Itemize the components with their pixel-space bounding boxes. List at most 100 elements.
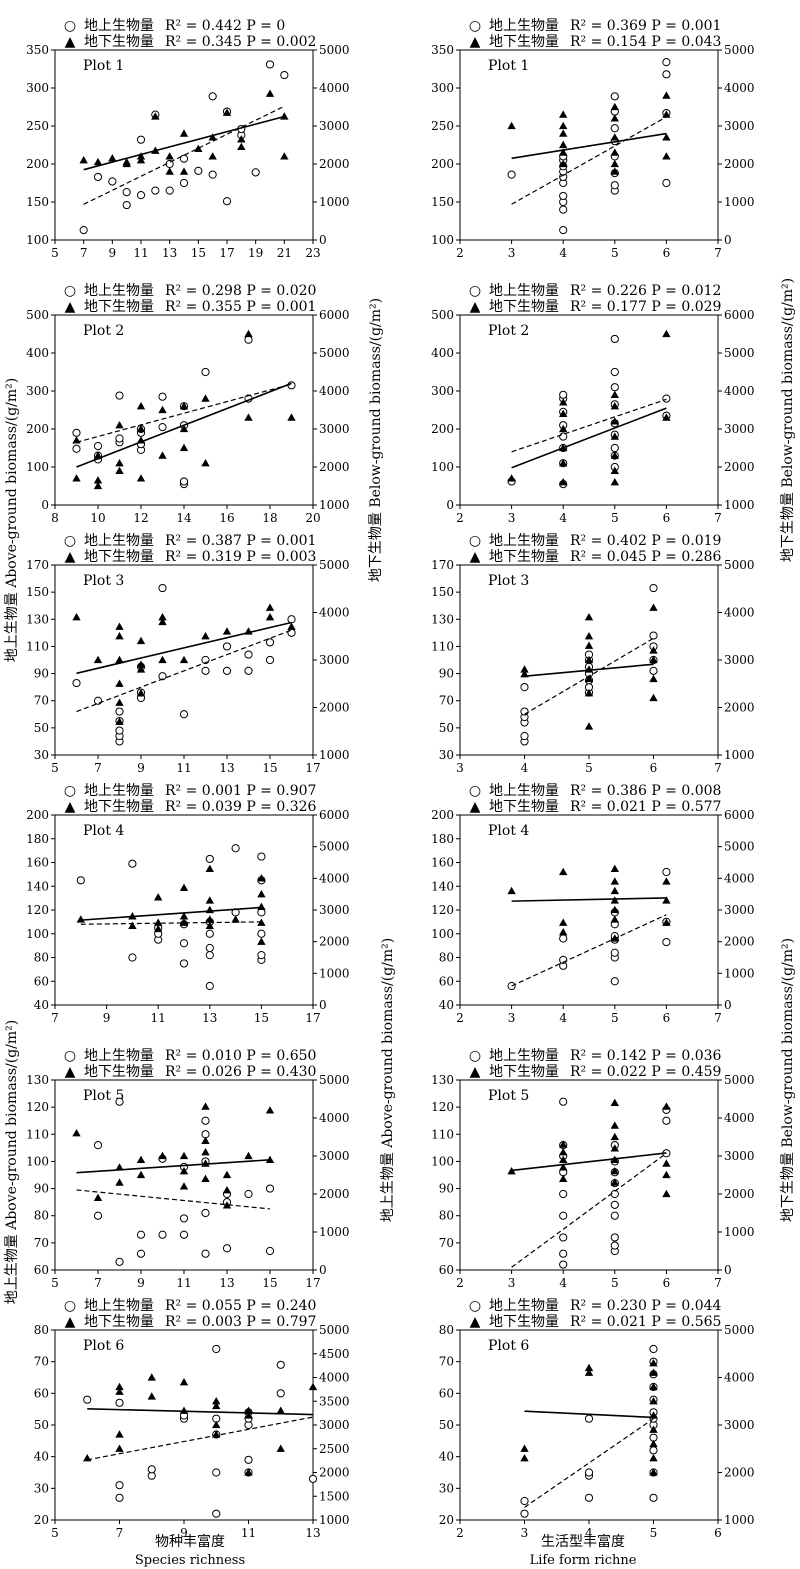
data-point-triangle: [136, 474, 146, 482]
data-point-circle: [205, 951, 214, 960]
legend-stats: R² = 0.003 P = 0.797: [165, 1314, 316, 1330]
data-point-triangle: [584, 641, 594, 649]
legend-stats: R² = 0.355 P = 0.001: [165, 299, 316, 315]
data-point-triangle: [72, 1129, 81, 1137]
data-point-triangle: [201, 1136, 210, 1144]
data-point-triangle: [559, 1163, 568, 1171]
data-point-triangle: [76, 915, 85, 923]
data-point-circle: [559, 1211, 568, 1220]
data-point-circle: [308, 1474, 318, 1483]
data-point-triangle: [93, 481, 103, 490]
data-point-triangle: [559, 1155, 568, 1163]
data-point-circle: [147, 1465, 156, 1474]
data-point-circle: [201, 1249, 210, 1258]
data-point-circle: [76, 876, 85, 885]
legend-marker-triangle: ▲: [65, 299, 76, 315]
x-tick-label: 7: [116, 1526, 124, 1540]
data-point-circle: [559, 191, 568, 201]
series-below: [83, 1373, 318, 1476]
data-point-triangle: [507, 886, 516, 895]
data-point-triangle: [559, 159, 568, 168]
left-axis-title-lower: 地上生物量 Above-ground biomass/(g/m²): [4, 1020, 20, 1304]
y-tick-label: 200: [431, 157, 454, 171]
x-tick-label: 11: [176, 761, 191, 775]
y-tick-label: 40: [439, 998, 454, 1012]
series-below: [76, 864, 266, 945]
data-point-triangle: [662, 110, 671, 118]
data-point-circle: [115, 1398, 124, 1407]
legend-marker-circle: ○: [469, 783, 481, 799]
data-point-triangle: [662, 896, 671, 904]
data-point-triangle: [244, 329, 253, 338]
y-tick-label: 40: [439, 1450, 454, 1464]
y-tick-label: 80: [34, 951, 49, 965]
data-point-circle: [662, 867, 671, 877]
data-point-triangle: [610, 432, 619, 440]
y-tick-label: 180: [431, 832, 454, 846]
y2-tick-label: 4000: [319, 1111, 350, 1125]
x-tick-label: 3: [508, 1276, 516, 1290]
data-point-triangle: [179, 1182, 189, 1190]
y-tick-label: 80: [439, 1323, 454, 1337]
data-point-triangle: [559, 478, 568, 486]
panel-9: 5 7 9 11 13 15 17 60 70 80 90 100 110 120 130 0 1000 2000…: [26, 1048, 349, 1290]
data-point-triangle: [662, 1159, 671, 1167]
data-point-triangle: [93, 1193, 103, 1201]
x-tick-label: 2: [456, 1276, 464, 1290]
data-point-triangle: [201, 1102, 210, 1110]
data-point-triangle: [158, 617, 167, 626]
y-tick-label: 140: [26, 879, 49, 893]
plot-label: Plot 2: [488, 323, 529, 339]
data-point-triangle: [507, 1167, 516, 1175]
data-point-triangle: [507, 121, 516, 130]
y-tick-label: 110: [26, 639, 49, 653]
y2-tick-label: 2000: [724, 701, 755, 715]
y2-tick-label: 1000: [319, 195, 350, 209]
data-point-triangle: [72, 436, 81, 444]
y-tick-label: 50: [34, 721, 49, 735]
y-tick-label: 160: [26, 856, 49, 870]
data-point-triangle: [610, 1121, 619, 1129]
fit-line-dashed: [511, 398, 667, 453]
data-point-triangle: [308, 1382, 318, 1391]
y2-tick-label: 3000: [724, 1149, 755, 1163]
data-point-circle: [179, 710, 189, 719]
legend-stats: R² = 0.319 P = 0.003: [165, 549, 316, 565]
x-tick-label: 7: [714, 511, 722, 525]
x-tick-label: 5: [611, 1011, 619, 1025]
x-tick-label: 4: [585, 1526, 593, 1540]
data-point-triangle: [115, 632, 124, 640]
y2-tick-label: 1500: [319, 1489, 350, 1503]
y2-tick-label: 2000: [319, 460, 350, 474]
y-tick-label: 500: [26, 308, 49, 322]
data-point-triangle: [179, 129, 189, 137]
legend-marker-triangle: ▲: [470, 1314, 481, 1330]
y-tick-label: 50: [34, 1418, 49, 1432]
legend-marker-triangle: ▲: [470, 34, 481, 50]
x-tick-label: 6: [714, 1526, 722, 1540]
panel-6: 3 4 5 6 7 30 50 70 90 110 130 150 170 1000 2000 3000 400…: [431, 533, 754, 775]
legend-stats: R² = 0.298 P = 0.020: [165, 283, 316, 299]
legend-label: 地下生物量: [84, 799, 154, 815]
y2-tick-label: 2000: [319, 701, 350, 715]
x-tick-label: 17: [219, 246, 234, 260]
x-tick-label: 4: [559, 1011, 567, 1025]
data-point-circle: [212, 1509, 221, 1518]
data-point-circle: [559, 934, 568, 943]
data-point-circle: [83, 1395, 92, 1404]
data-point-circle: [610, 124, 619, 133]
data-point-circle: [257, 929, 266, 938]
x-tick-label: 20: [305, 511, 320, 525]
series-below: [507, 1098, 671, 1198]
y-tick-label: 200: [431, 422, 454, 436]
legend-marker-circle: ○: [64, 533, 76, 549]
x-tick-label: 2: [456, 1526, 464, 1540]
data-point-triangle: [93, 157, 103, 166]
data-point-circle: [93, 1211, 103, 1220]
data-point-triangle: [610, 466, 619, 474]
y2-tick-label: 3000: [319, 1418, 350, 1432]
data-point-triangle: [147, 1373, 156, 1381]
data-point-triangle: [244, 1151, 253, 1160]
data-point-circle: [201, 1116, 210, 1125]
